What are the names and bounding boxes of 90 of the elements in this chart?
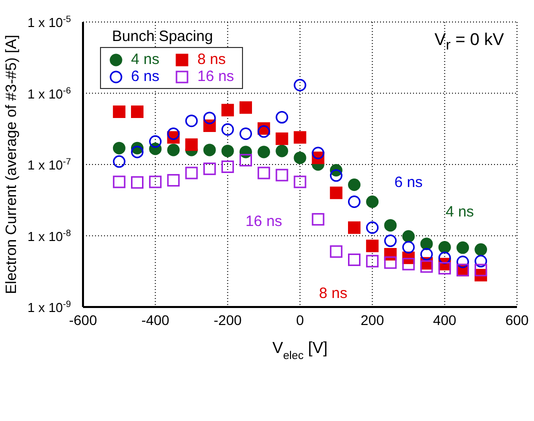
point	[203, 112, 216, 124]
point	[384, 234, 397, 248]
x-tick-label: -600	[68, 312, 98, 328]
y-tick-label: 1 x 10$^{-5}$	[27, 14, 71, 30]
point	[276, 111, 288, 124]
text: 8 ns	[318, 284, 348, 302]
point	[185, 138, 198, 151]
point	[420, 248, 433, 260]
point	[131, 146, 144, 158]
legend-label: 8 ns	[197, 51, 226, 68]
annotation: V$_{r}$ = 0 kV	[434, 30, 504, 54]
point	[276, 132, 288, 145]
point	[131, 176, 144, 189]
point	[420, 238, 433, 250]
point	[294, 152, 306, 164]
legend-label: 16 ns	[197, 68, 234, 85]
point	[149, 176, 162, 188]
point	[258, 166, 270, 180]
point	[112, 155, 126, 168]
point	[348, 178, 360, 191]
point	[221, 160, 234, 173]
y-tick-label: 1 x 10$^{-8}$	[27, 228, 71, 244]
point	[474, 254, 488, 268]
point	[149, 135, 162, 148]
point	[258, 146, 270, 158]
point	[348, 196, 360, 208]
point	[474, 243, 488, 256]
point	[312, 146, 324, 160]
point	[294, 176, 306, 188]
y-tick-label: 1 x 10$^{-7}$	[27, 156, 71, 172]
point	[221, 104, 234, 116]
point	[366, 221, 379, 234]
point	[221, 144, 234, 158]
point	[456, 256, 469, 268]
point	[402, 240, 415, 254]
point	[276, 144, 288, 158]
point	[258, 125, 270, 138]
text: 6 ns	[394, 174, 423, 192]
point	[167, 144, 180, 156]
point	[420, 260, 433, 273]
point	[185, 166, 198, 180]
point	[203, 144, 216, 156]
point	[438, 240, 451, 254]
point	[185, 114, 198, 128]
x-tick-label: 600	[505, 312, 529, 328]
point	[402, 258, 415, 270]
x-tick-label: 400	[432, 312, 457, 328]
point	[456, 241, 469, 254]
x-tick-label: -200	[214, 312, 242, 328]
point	[384, 256, 397, 269]
x-tick-label: 0	[296, 312, 304, 328]
point	[366, 196, 379, 208]
point	[384, 219, 397, 232]
legend-title: Bunch Spacing	[112, 28, 213, 45]
point	[240, 128, 252, 140]
point	[330, 245, 342, 258]
point	[402, 230, 415, 243]
point	[167, 174, 180, 187]
point	[366, 240, 379, 252]
x-tick-label: -400	[141, 312, 170, 328]
text: 4 ns	[446, 204, 474, 221]
point	[276, 168, 288, 182]
point	[330, 186, 342, 200]
y-axis-title: Electron Current (average of #3-#5) [A]	[3, 34, 20, 294]
text: 16 ns	[245, 212, 282, 230]
y-tick-label: 1 x 10$^{-6}$	[27, 85, 71, 102]
x-axis-title: V$_{elec}$ [V]	[272, 340, 328, 362]
point	[438, 262, 451, 274]
y-tick-label: 1 x 10$^{-9}$	[27, 299, 71, 315]
point	[348, 254, 360, 266]
point	[203, 162, 216, 176]
point	[348, 221, 360, 234]
point	[294, 78, 306, 92]
legend-label: 6 ns	[131, 68, 160, 85]
point	[167, 128, 180, 140]
x-tick-label: 200	[360, 312, 384, 328]
point	[131, 106, 144, 118]
point	[474, 264, 488, 276]
point	[221, 123, 234, 136]
point	[312, 213, 324, 226]
point	[294, 131, 306, 144]
point	[112, 176, 126, 188]
legend-label: 4 ns	[131, 51, 160, 68]
point	[330, 169, 342, 182]
point	[240, 154, 252, 166]
point	[112, 142, 126, 154]
point	[366, 254, 379, 268]
point	[438, 252, 451, 264]
point	[112, 106, 126, 118]
point	[240, 101, 252, 114]
